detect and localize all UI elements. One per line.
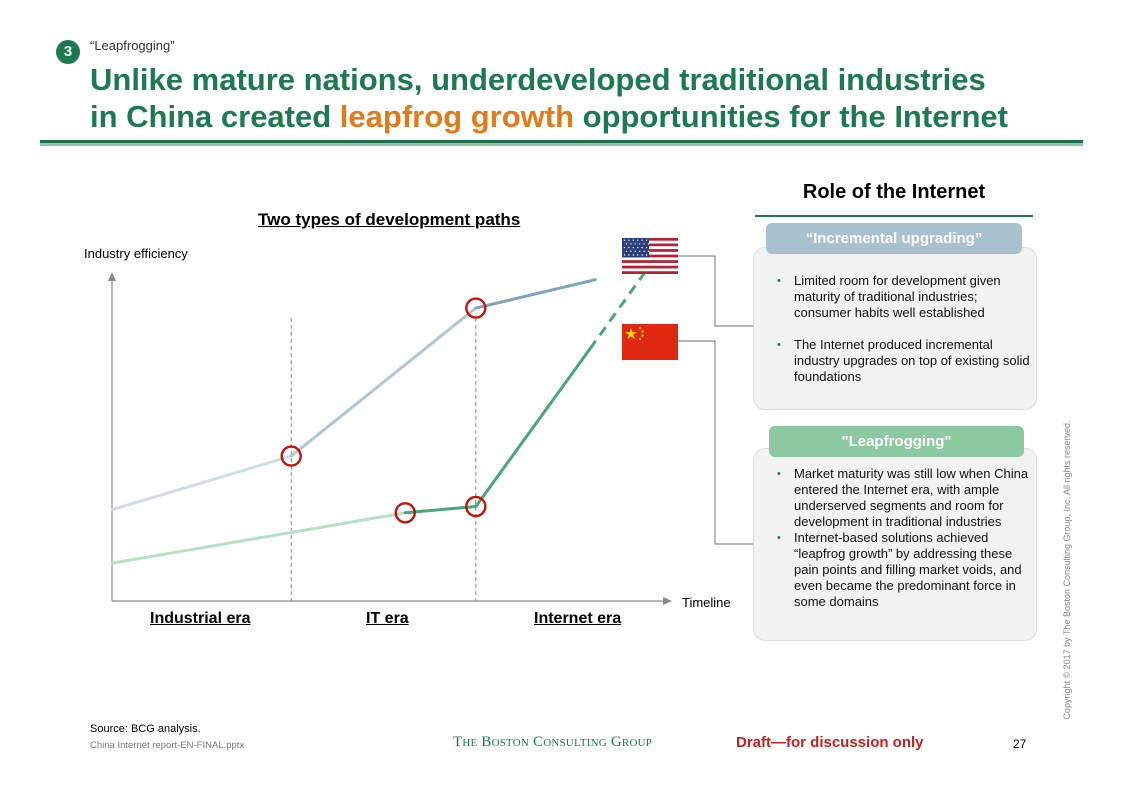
bcg-logo: The Boston Consulting Group — [453, 734, 653, 750]
page-title: Unlike mature nations, underdeveloped tr… — [90, 61, 1008, 135]
china-series-segment — [110, 511, 407, 565]
x-axis-arrow-icon — [663, 597, 672, 605]
highlight-marker — [394, 502, 416, 524]
role-divider — [755, 215, 1033, 217]
china-series-segment — [588, 272, 646, 350]
chart-title: Two types of development paths — [258, 210, 521, 229]
title-line-2-start: in China created — [90, 99, 340, 134]
incremental-bullet: Limited room for development given matur… — [777, 273, 1036, 321]
page-number: 27 — [1013, 737, 1027, 751]
incremental-bullet: The Internet produced incremental indust… — [777, 337, 1036, 385]
highlight-marker — [280, 445, 302, 467]
us-flag-icon — [622, 238, 678, 274]
role-title: Role of the Internet — [802, 181, 986, 203]
x-axis-label: Timeline — [682, 595, 731, 610]
tracker-label: “Leapfrogging” — [90, 38, 175, 53]
title-line-2-end: opportunities for the Internet — [574, 99, 1009, 134]
leapfrogging-card: Market maturity was still low when China… — [753, 448, 1037, 641]
y-axis-arrow-icon — [108, 272, 116, 281]
leapfrogging-bullet: Market maturity was still low when China… — [777, 466, 1036, 530]
us-series-segment — [474, 278, 597, 310]
leapfrogging-label: "Leapfrogging" — [769, 426, 1024, 457]
us-series-segment — [110, 454, 293, 512]
copyright-notice: Copyright © 2017 by The Boston Consultin… — [1062, 420, 1072, 720]
title-line-1: Unlike mature nations, underdeveloped tr… — [90, 62, 986, 97]
title-divider-light — [40, 143, 1083, 146]
incremental-upgrading-label: “Incremental upgrading” — [766, 223, 1022, 254]
leapfrogging-bullet: Internet-based solutions achieved “leapf… — [777, 530, 1036, 610]
highlight-marker — [465, 495, 487, 518]
section-number-badge: 3 — [56, 40, 80, 64]
era-label-internet: Internet era — [534, 610, 622, 627]
era-label-industrial: Industrial era — [150, 610, 251, 627]
draft-notice: Draft—for discussion only — [736, 734, 924, 751]
file-name: China Internet report-EN-FINAL.pptx — [90, 740, 245, 751]
source-note: Source: BCG analysis. — [90, 723, 201, 735]
us-connector-line — [678, 255, 753, 327]
title-divider-dark — [40, 140, 1083, 143]
china-flag-icon — [622, 324, 678, 360]
title-line-2: in China created leapfrog growth opportu… — [90, 98, 1008, 135]
y-axis-label: Industry efficiency — [84, 246, 188, 261]
era-label-it: IT era — [366, 610, 409, 627]
us-series-segment — [289, 306, 478, 458]
title-highlight: leapfrog growth — [339, 99, 575, 134]
china-connector-line — [678, 340, 753, 545]
china-series-segment — [474, 347, 592, 508]
incremental-card: Limited room for development given matur… — [753, 247, 1037, 410]
china-series-segment — [403, 505, 478, 515]
highlight-marker — [465, 297, 487, 319]
